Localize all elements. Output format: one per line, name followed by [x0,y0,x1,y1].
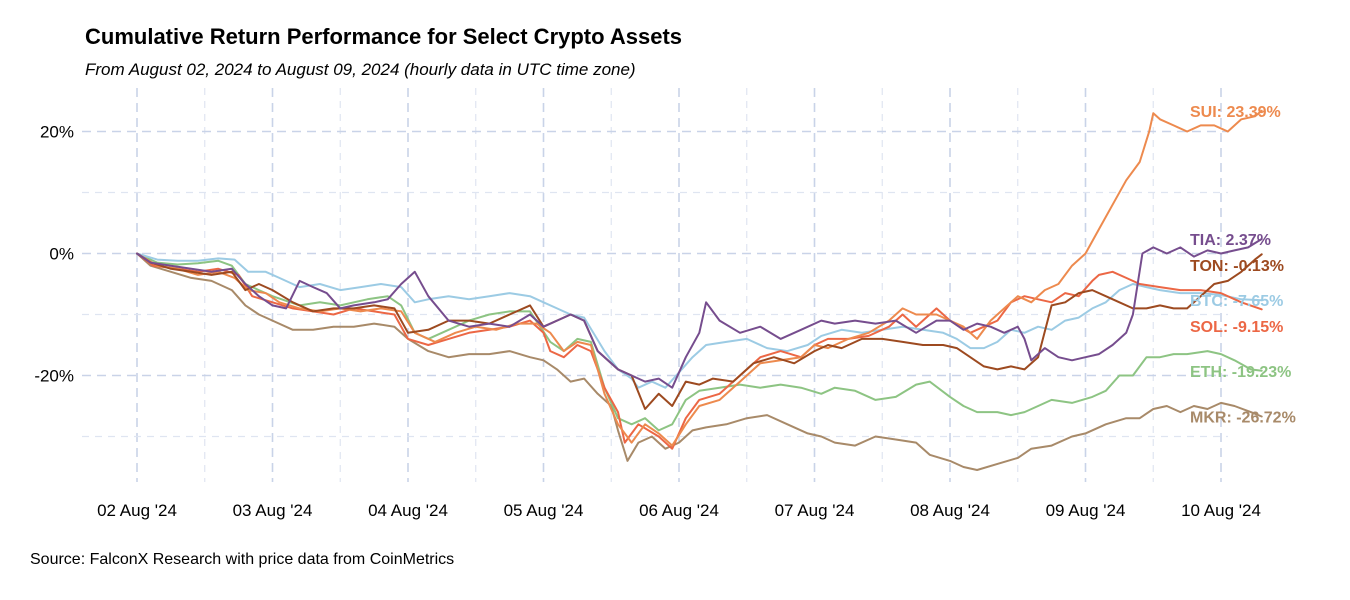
end-label-sol: SOL: -9.15% [1190,319,1283,336]
y-tick-label: -20% [34,367,74,386]
x-tick-label: 08 Aug '24 [910,501,990,520]
chart-source: Source: FalconX Research with price data… [30,551,455,568]
x-tick-label: 05 Aug '24 [504,501,584,520]
series-line-eth [136,252,1263,432]
y-tick-label: 0% [49,245,74,264]
series-line-ton [136,252,1263,410]
x-tick-label: 07 Aug '24 [775,501,855,520]
chart-title: Cumulative Return Performance for Select… [85,24,683,49]
series-line-mkr [136,252,1263,471]
x-tick-label: 10 Aug '24 [1181,501,1261,520]
grid-layer [82,88,1228,482]
end-label-sui: SUI: 23.39% [1190,104,1281,121]
end-label-eth: ETH: -19.23% [1190,364,1291,381]
x-tick-label: 02 Aug '24 [97,501,177,520]
y-tick-label: 20% [40,123,74,142]
series-line-sui [136,109,1263,447]
x-tick-label: 09 Aug '24 [1046,501,1126,520]
series-line-btc [136,252,1263,389]
series-layer [136,109,1263,471]
end-label-tia: TIA: 2.37% [1190,232,1271,249]
end-label-ton: TON: -0.13% [1190,258,1284,275]
x-tick-label: 06 Aug '24 [639,501,719,520]
end-label-btc: BTC: -7.65% [1190,293,1283,310]
end-label-layer: SUI: 23.39% TIA: 2.37% TON: -0.13% BTC: -7.… [1190,104,1296,427]
end-label-mkr: MKR: -26.72% [1190,409,1296,426]
series-line-tia [136,238,1263,389]
x-tick-label: 03 Aug '24 [233,501,313,520]
x-tick-label: 04 Aug '24 [368,501,448,520]
axis-layer: 20% 0% -20% 02 Aug '24 03 Aug '24 04 Aug '24 0… [34,123,1261,521]
chart-subtitle: From August 02, 2024 to August 09, 2024 … [85,60,636,79]
